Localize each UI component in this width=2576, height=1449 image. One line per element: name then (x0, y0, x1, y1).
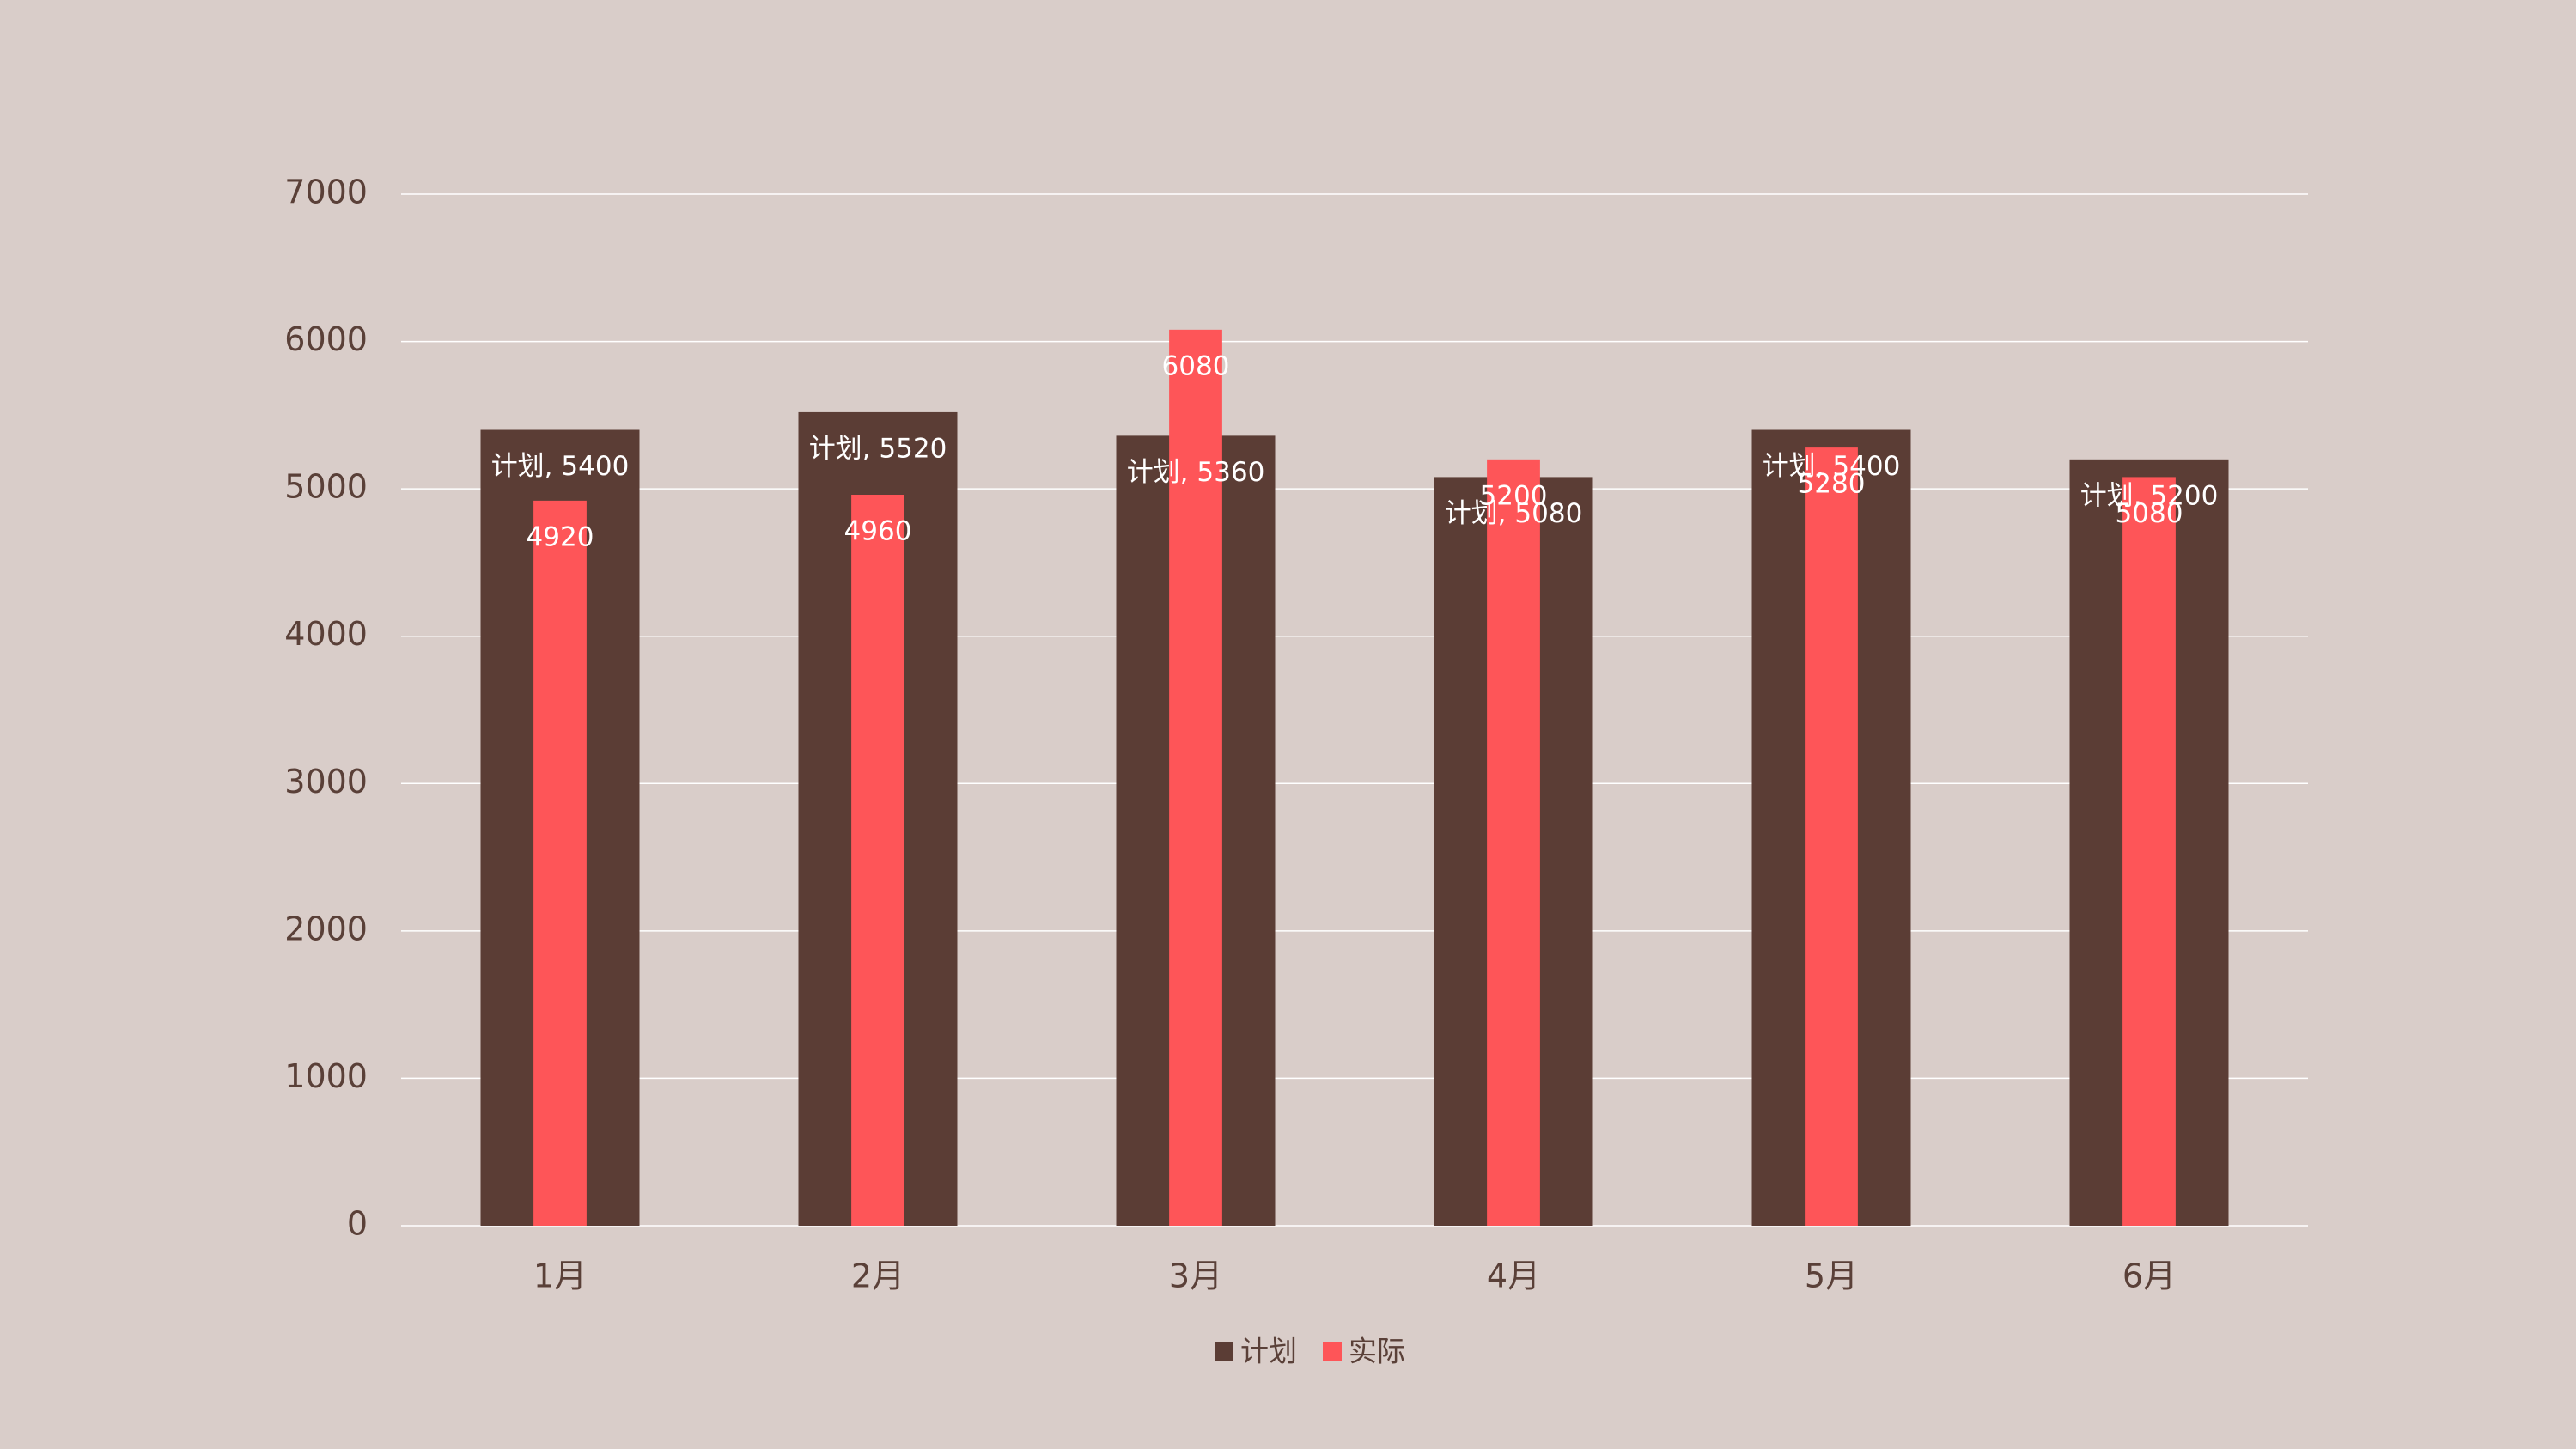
x-tick-label: 6月 (2122, 1257, 2176, 1295)
data-label: 计划, 5400 (491, 451, 630, 482)
data-label: 计划, 5080 (1445, 498, 1583, 529)
y-tick-label: 0 (347, 1205, 368, 1243)
x-tick-label: 4月 (1487, 1257, 1540, 1295)
data-label: 5080 (2116, 498, 2183, 529)
data-label: 4960 (844, 516, 912, 547)
data-label: 计划, 5200 (2080, 480, 2219, 511)
y-tick-label: 3000 (284, 763, 368, 801)
legend-swatch (1215, 1342, 1233, 1361)
y-tick-label: 7000 (284, 174, 368, 211)
x-tick-label: 1月 (533, 1257, 587, 1295)
data-label: 计划, 5400 (1763, 451, 1901, 482)
legend-swatch (1323, 1342, 1342, 1361)
data-label: 计划, 5520 (809, 433, 947, 464)
data-label: 5280 (1798, 469, 1866, 500)
x-tick-label: 2月 (851, 1257, 904, 1295)
bar (2122, 477, 2176, 1226)
bar (1169, 329, 1222, 1226)
bar (533, 500, 587, 1226)
data-label: 5200 (1480, 480, 1548, 511)
legend-label: 实际 (1349, 1335, 1405, 1368)
x-tick-label: 5月 (1805, 1257, 1858, 1295)
bar (851, 495, 904, 1226)
data-label: 6080 (1162, 350, 1230, 381)
legend-label: 计划 (1240, 1335, 1297, 1368)
data-label: 计划, 5360 (1127, 457, 1265, 488)
x-tick-label: 3月 (1169, 1257, 1222, 1295)
bar (1487, 459, 1540, 1226)
y-tick-label: 2000 (284, 910, 368, 947)
y-tick-label: 5000 (284, 468, 368, 506)
y-tick-label: 4000 (284, 615, 368, 653)
data-label: 4920 (527, 521, 594, 552)
y-tick-label: 1000 (284, 1057, 368, 1095)
y-tick-label: 6000 (284, 320, 368, 358)
bar (1805, 447, 1858, 1226)
